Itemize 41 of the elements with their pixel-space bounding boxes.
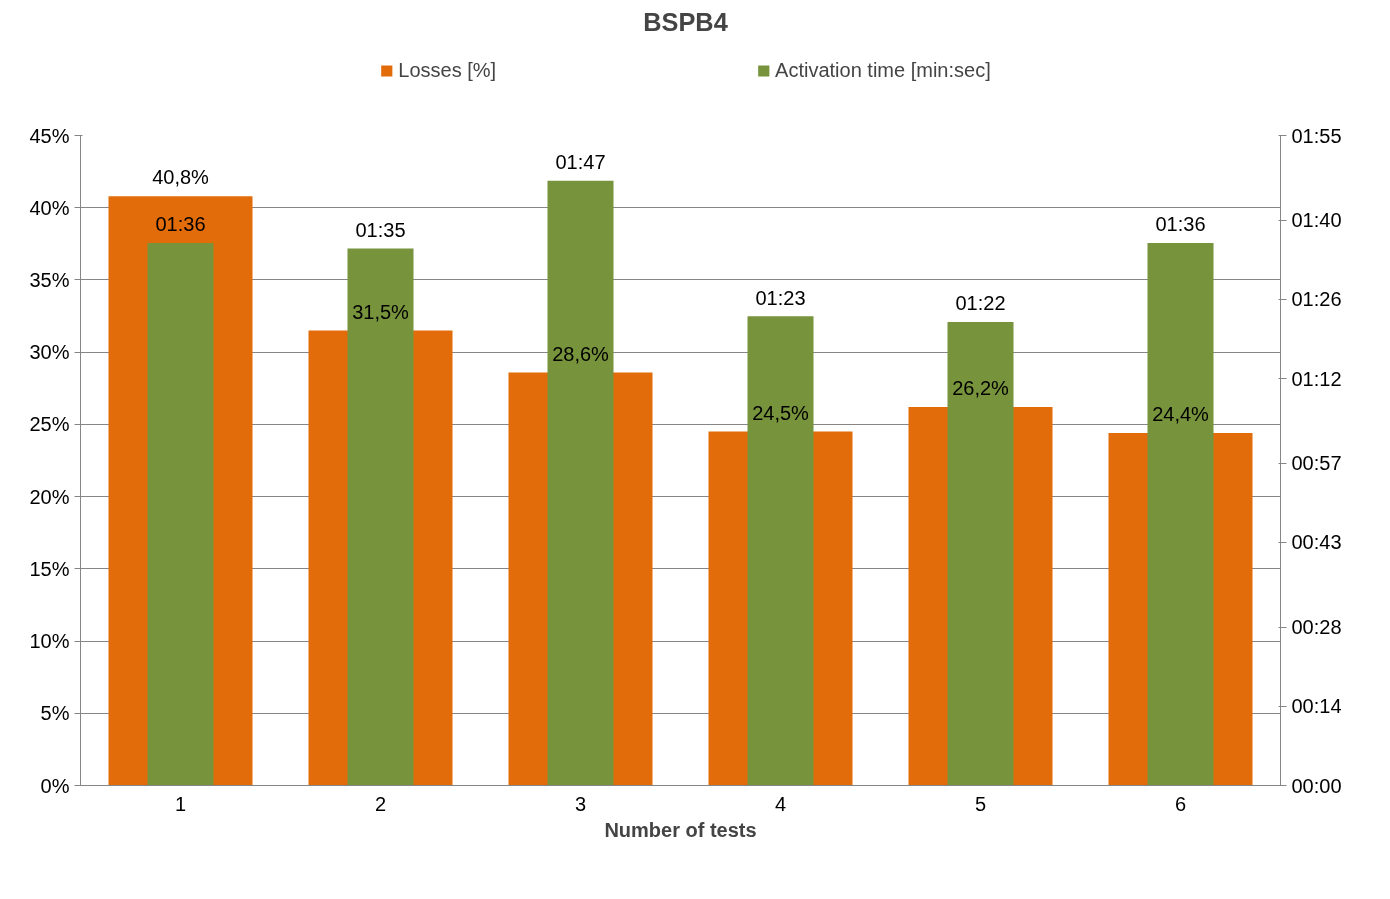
y2-tick-label: 00:00 [1291, 774, 1342, 797]
legend-label: Losses [%] [398, 58, 497, 82]
x-tick-label: 5 [974, 792, 987, 815]
data-label: 31,5% [352, 300, 410, 323]
y-tick-label: 10% [29, 630, 70, 653]
data-label: 01:35 [355, 218, 406, 241]
y2-tick-label: 01:12 [1291, 367, 1342, 390]
data-label: 26,2% [952, 377, 1010, 400]
data-label: 01:23 [755, 286, 806, 309]
data-label: 24,4% [1152, 403, 1210, 426]
x-tick-label: 6 [1174, 792, 1187, 815]
data-label: 28,6% [552, 342, 610, 365]
data-label: 01:47 [555, 150, 606, 173]
data-label: 01:36 [1155, 213, 1206, 236]
data-label: 24,5% [752, 401, 810, 424]
y-tick-label: 30% [29, 341, 70, 364]
x-tick-label: 1 [174, 792, 187, 815]
y-tick-label: 15% [29, 557, 70, 580]
y-tick-label: 20% [29, 485, 70, 508]
data-label: 01:36 [155, 213, 206, 236]
chart-title: BSPB4 [643, 7, 728, 36]
y2-tick-label: 01:55 [1291, 124, 1342, 147]
y-tick-label: 25% [29, 413, 70, 436]
y-tick-label: 40% [29, 196, 70, 219]
y-tick-label: 0% [40, 774, 70, 797]
y2-tick-label: 00:43 [1291, 531, 1342, 554]
x-tick-label: 3 [574, 792, 587, 815]
x-axis-title: Number of tests [604, 818, 757, 841]
y2-tick-label: 00:28 [1291, 616, 1342, 639]
data-label: 40,8% [152, 166, 210, 189]
y-tick-label: 5% [40, 702, 70, 725]
y-tick-label: 35% [29, 268, 70, 291]
y2-tick-label: 00:57 [1291, 452, 1342, 475]
x-tick-label: 2 [374, 792, 387, 815]
y2-tick-label: 01:26 [1291, 288, 1342, 311]
data-label: 01:22 [955, 292, 1006, 315]
y2-tick-label: 01:40 [1291, 209, 1342, 232]
x-tick-label: 4 [774, 792, 787, 815]
legend-label: Activation time [min:sec] [775, 58, 991, 82]
y2-tick-label: 00:14 [1291, 695, 1342, 718]
y-tick-label: 45% [29, 124, 70, 147]
